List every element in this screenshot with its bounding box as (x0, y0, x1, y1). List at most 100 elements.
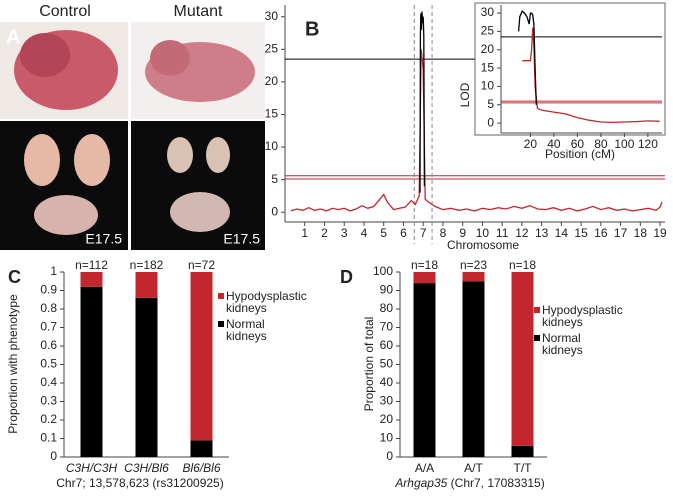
kidney (74, 134, 110, 186)
y-tick-label: 0.3 (40, 394, 57, 408)
y-tick-label: 25 (481, 24, 495, 38)
organ (170, 192, 230, 232)
kidney (167, 137, 193, 173)
x-tick-label: 9 (459, 226, 466, 240)
bar-segment (135, 272, 158, 298)
y-tick-label: 0 (487, 115, 494, 129)
x-tick-label: 13 (535, 226, 549, 240)
x-tick-label: 14 (555, 226, 569, 240)
panel-a: Control Mutant A E17.5 E17.5 (0, 3, 265, 250)
y-tick-label: 0.7 (40, 320, 57, 334)
y-tick-label: 15 (481, 60, 495, 74)
x-tick-label: 16 (594, 226, 608, 240)
x-tick-label: 18 (634, 226, 648, 240)
count-label: n=18 (509, 258, 536, 272)
data-line (522, 27, 660, 124)
y-tick-label: 0.1 (40, 431, 57, 445)
embryo (150, 40, 190, 76)
count-label: n=72 (188, 258, 215, 272)
bar-segment (413, 283, 436, 457)
bar-segment (462, 272, 485, 282)
x-tick-label: C3H/C3H (66, 461, 118, 475)
y-tick-label: 70 (380, 320, 394, 334)
x-tick-label: 100 (614, 137, 634, 151)
y-tick-label: 20 (265, 74, 279, 88)
x-tick-label: 20 (524, 137, 538, 151)
bar-segment (511, 445, 534, 457)
y-tick-label: 10 (481, 79, 495, 93)
y-tick-label: 0.6 (40, 338, 57, 352)
x-tick-label: 17 (614, 226, 628, 240)
y-tick-label: 1 (50, 264, 57, 278)
y-tick-label: 20 (380, 412, 394, 426)
panel-label: A (6, 26, 20, 48)
x-tick-label: A/T (464, 461, 483, 475)
y-tick-label: 20 (481, 42, 495, 56)
x-tick-label: T/T (514, 461, 533, 475)
panel-label: C (8, 267, 21, 287)
legend-swatch (534, 307, 540, 313)
y-tick-label: 0.8 (40, 301, 57, 315)
x-tick-label: 19 (653, 226, 667, 240)
legend-label: Hypodysplastic kidneys (226, 289, 307, 315)
data-line (419, 11, 426, 193)
x-axis-label: Position (cM) (545, 147, 615, 161)
panel-label: B (305, 18, 319, 40)
x-axis-label: Arhgap35 (Chr7, 17083315) (394, 476, 544, 490)
y-tick-label: 30 (265, 9, 279, 23)
x-tick-label: 7 (420, 226, 427, 240)
data-line (290, 49, 663, 212)
y-axis-label: Proportion of total (362, 317, 376, 412)
panel-label: D (340, 267, 353, 287)
column-title: Mutant (174, 3, 223, 20)
x-axis-label: Chr7; 13,578,623 (rs31200925) (56, 476, 223, 490)
y-tick-label: 30 (380, 394, 394, 408)
y-tick-label: 90 (380, 283, 394, 297)
y-tick-label: 80 (380, 301, 394, 315)
y-tick-label: 40 (380, 375, 394, 389)
count-label: n=182 (130, 258, 164, 272)
y-tick-label: 50 (380, 357, 394, 371)
bar-segment (80, 272, 103, 287)
x-tick-label: 40 (547, 137, 561, 151)
y-tick-label: 0.9 (40, 283, 57, 297)
legend-swatch (534, 335, 540, 341)
legend-swatch (218, 293, 224, 299)
legend-label: Hypodysplastic kidneys (542, 303, 623, 329)
x-tick-label: 15 (574, 226, 588, 240)
x-tick-label: Bl6/Bl6 (182, 461, 220, 475)
y-tick-label: 0 (386, 449, 393, 463)
y-tick-label: 5 (271, 172, 278, 186)
count-label: n=18 (411, 258, 438, 272)
x-tick-label: 2 (321, 226, 328, 240)
x-tick-label: 1 (301, 226, 308, 240)
x-tick-label: 60 (571, 137, 585, 151)
data-line (517, 10, 537, 105)
y-axis-label: Proportion with phenotype (6, 294, 20, 434)
bar-segment (413, 272, 436, 284)
legend-label: Normal kidneys (226, 317, 267, 343)
y-tick-label: 15 (265, 107, 279, 121)
y-tick-label: 10 (265, 139, 279, 153)
x-tick-label: 5 (380, 226, 387, 240)
y-tick-label: 0.2 (40, 412, 57, 426)
y-tick-label: 25 (265, 41, 279, 55)
stage-label: E17.5 (223, 231, 260, 247)
y-tick-label: 0.5 (40, 357, 57, 371)
embryo (20, 33, 70, 77)
count-label: n=112 (75, 258, 108, 272)
legend-label: Normal kidneys (542, 331, 583, 357)
y-tick-label: 60 (380, 338, 394, 352)
count-label: n=23 (460, 258, 487, 272)
bar-segment (190, 440, 213, 457)
organ (34, 195, 98, 235)
y-tick-label: 100 (373, 264, 393, 278)
x-tick-label: 10 (476, 226, 490, 240)
column-title: Control (39, 3, 91, 20)
inset-frame (474, 2, 666, 136)
y-tick-label: 0 (271, 204, 278, 218)
bar-segment (135, 297, 158, 457)
x-axis-label: Chromosome (447, 238, 519, 252)
x-tick-label: 80 (594, 137, 608, 151)
